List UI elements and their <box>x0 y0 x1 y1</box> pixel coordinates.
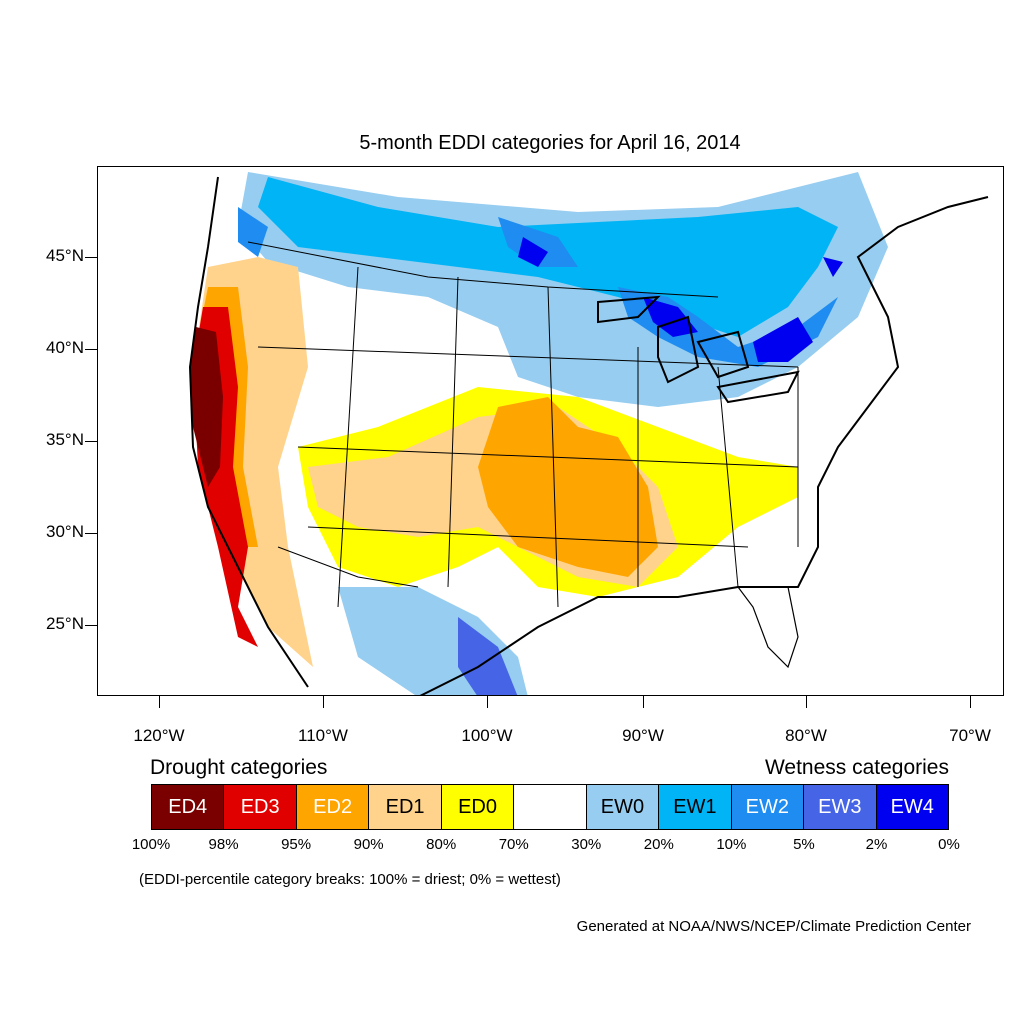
dry-region-west-ed4 <box>190 327 223 487</box>
lat-label-35: 35°N <box>46 430 84 449</box>
legend-break-label: 90% <box>353 836 384 853</box>
lon-label-120: 120°W <box>133 726 185 745</box>
dry-region-central-ed2 <box>478 397 658 577</box>
lon-tick-110 <box>323 696 324 708</box>
category-note: (EDDI-percentile category breaks: 100% =… <box>139 871 561 888</box>
legend-break-label: 10% <box>716 836 747 853</box>
lon-label-110: 110°W <box>298 726 348 745</box>
legend-break-label: 100% <box>131 836 171 853</box>
legend-cell-ed4: ED4 <box>152 785 225 829</box>
lon-tick-70 <box>970 696 971 708</box>
borders <box>247 241 799 608</box>
legend-cell-ew1: EW1 <box>659 785 732 829</box>
legend-colorbar: ED4 ED3 ED2 ED1 ED0 EW0 EW1 EW2 EW3 EW4 <box>151 784 949 830</box>
credit-line: Generated at NOAA/NWS/NCEP/Climate Predi… <box>576 918 971 935</box>
legend-break-label: 5% <box>793 836 815 853</box>
legend-cell-ed2: ED2 <box>296 785 370 829</box>
legend-cell-ew2: EW2 <box>731 785 805 829</box>
lon-tick-80 <box>806 696 807 708</box>
lat-tick-45 <box>85 257 97 258</box>
lat-label-30: 30°N <box>46 522 84 541</box>
map-title: 5-month EDDI categories for April 16, 20… <box>359 132 741 154</box>
map-canvas <box>188 172 989 695</box>
lat-label-45: 45°N <box>46 246 84 265</box>
legend-cell-ew0: EW0 <box>586 785 660 829</box>
lon-tick-120 <box>159 696 160 708</box>
legend-cell-ew4: EW4 <box>876 785 948 829</box>
lon-tick-90 <box>643 696 644 708</box>
lon-label-100: 100°W <box>461 726 513 745</box>
florida <box>736 586 799 669</box>
legend-break-label: 80% <box>426 836 457 853</box>
legend-cell-ed3: ED3 <box>224 785 297 829</box>
legend-break-label: 70% <box>498 836 529 853</box>
legend-break-label: 0% <box>938 836 960 853</box>
lat-tick-40 <box>85 349 97 350</box>
legend-break-label: 2% <box>865 836 888 853</box>
coastline <box>188 176 989 695</box>
lon-tick-100 <box>487 696 488 708</box>
legend-break-label: 98% <box>208 836 239 853</box>
eddi-map <box>97 166 1004 696</box>
legend-cell-ed0: ED0 <box>441 785 515 829</box>
wetness-heading: Wetness categories <box>764 756 949 779</box>
lat-label-40: 40°N <box>46 338 84 357</box>
great-lakes <box>597 295 800 404</box>
lat-tick-25 <box>85 625 97 626</box>
legend-break-label: 30% <box>571 836 602 853</box>
legend-cell-neutral <box>514 785 587 829</box>
lat-tick-30 <box>85 533 97 534</box>
lon-label-70: 70°W <box>949 726 991 745</box>
lat-tick-35 <box>85 441 97 442</box>
lon-label-90: 90°W <box>622 726 664 745</box>
legend-cell-ew3: EW3 <box>804 785 877 829</box>
lon-label-80: 80°W <box>785 726 827 745</box>
drought-heading: Drought categories <box>150 756 328 779</box>
legend-cell-ed1: ED1 <box>369 785 442 829</box>
lat-label-25: 25°N <box>46 614 84 633</box>
wet-region-texas-ew3 <box>458 617 518 695</box>
legend-break-label: 20% <box>643 836 674 853</box>
legend-break-label: 95% <box>281 836 312 853</box>
